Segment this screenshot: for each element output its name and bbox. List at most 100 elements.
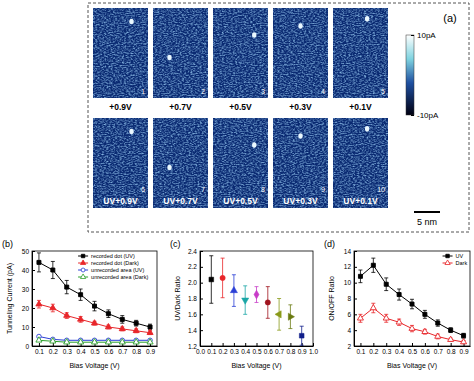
legend-symbol	[80, 274, 85, 279]
tick-label: 0.3	[382, 348, 391, 355]
data-point	[134, 321, 138, 325]
error-bar	[51, 261, 55, 278]
axis-line	[32, 252, 33, 347]
data-point	[449, 328, 453, 332]
plot-area	[209, 256, 304, 345]
tick-label: 2.0	[188, 279, 197, 286]
plot-area	[357, 258, 466, 344]
error-bar	[300, 326, 304, 345]
panel-number: 6	[141, 186, 145, 193]
legend-label: UV	[456, 253, 464, 259]
tick-label: 0.2	[369, 348, 378, 355]
tick-mark	[268, 343, 269, 346]
feature-spot	[167, 55, 171, 61]
tick: 50	[22, 248, 35, 255]
panel-number: 10	[377, 186, 385, 193]
data-point	[220, 275, 225, 280]
error-bar	[221, 258, 225, 298]
bottom-axis: 0.00.10.20.30.40.50.60.70.80.91.0	[196, 343, 318, 355]
tick: 1.8	[188, 295, 203, 302]
tick-mark	[354, 251, 357, 252]
data-point	[133, 327, 139, 332]
tick: 4	[347, 327, 357, 334]
feature-spot	[129, 129, 133, 135]
data-point	[396, 319, 402, 324]
series-line	[39, 262, 150, 327]
data-point	[422, 328, 428, 333]
tick-label: 0.5	[252, 348, 261, 355]
tick: 0.6	[104, 343, 113, 355]
tick-label: 10pA	[417, 31, 436, 40]
tick-label: -10pA	[417, 111, 439, 120]
panel-number: 1	[141, 88, 145, 95]
tick-label: 14	[344, 248, 352, 255]
tick-mark	[245, 343, 246, 346]
tick: 0	[25, 343, 35, 350]
tick-label: 0.2	[49, 348, 58, 355]
tick: 2	[347, 343, 357, 350]
data-point	[358, 274, 362, 278]
image-background	[213, 8, 268, 98]
tick-mark	[200, 346, 203, 347]
tick-mark	[32, 346, 35, 347]
image-texture	[153, 118, 208, 208]
error-bar	[106, 310, 110, 318]
tick-mark	[354, 330, 357, 331]
image-texture	[213, 118, 268, 208]
stm-image: 1 +0.9V	[93, 8, 148, 112]
tick-label: 0.8	[132, 348, 141, 355]
data-point	[397, 293, 401, 297]
tick-label: 0.9	[460, 348, 469, 355]
data-point	[119, 339, 125, 344]
tick-label: 0.1	[207, 348, 216, 355]
tick: 1.6	[188, 311, 203, 318]
series-line	[360, 265, 463, 335]
tick-mark	[200, 251, 203, 252]
data-point	[36, 337, 42, 342]
legend-symbol	[80, 260, 85, 265]
image-background	[273, 118, 328, 208]
tick-label: 2	[347, 343, 351, 350]
tick-label: 0.3	[230, 348, 239, 355]
data-point	[119, 325, 125, 330]
tick-mark	[354, 346, 357, 347]
data-point	[436, 321, 440, 325]
tick-label: 0.3	[63, 348, 72, 355]
tick-label: 0.4	[241, 348, 250, 355]
error-bar	[371, 258, 375, 272]
panel-number: 8	[261, 186, 265, 193]
tick-mark	[354, 267, 357, 268]
tick: 8	[347, 295, 357, 302]
panel-caption: +0.9V	[109, 102, 132, 112]
data-point	[209, 277, 214, 282]
tick-mark	[200, 299, 203, 300]
image-background	[273, 8, 328, 98]
error-bar	[93, 301, 97, 311]
tick: 0.6	[264, 343, 273, 355]
panel-number: 5	[381, 88, 385, 95]
tick: 0.2	[219, 343, 228, 355]
tick: 0.8	[286, 343, 295, 355]
panel-caption: +0.1V	[349, 102, 372, 112]
y-axis-title: ON/OFF Ratio	[328, 276, 335, 321]
tick: 30	[22, 286, 35, 293]
tick: 0.4	[395, 343, 404, 355]
scale-bar	[414, 211, 440, 213]
panel-caption: +0.3V	[289, 102, 312, 112]
data-point	[65, 285, 69, 289]
error-bar	[134, 320, 138, 326]
error-bar	[209, 256, 213, 304]
data-point	[462, 334, 466, 338]
tick-mark	[32, 327, 35, 328]
y-axis-title: Tunneling Current (pA)	[6, 263, 14, 334]
tick-label: 30	[22, 286, 30, 293]
legend-symbol	[446, 254, 449, 257]
x-axis-title: Bias Voltage (V)	[69, 362, 119, 370]
figure: 1+0.9V2+0.7V3+0.5V4+0.3V5+0.1V6UV+0.9V7U…	[0, 0, 474, 381]
right-axis: 10pA -10pA	[411, 31, 439, 120]
error-bar	[255, 287, 259, 303]
plot-frame	[200, 251, 313, 346]
stm-image: 4+0.3V	[273, 8, 328, 112]
panel-label: (a)	[443, 12, 456, 24]
error-bar	[120, 316, 124, 324]
